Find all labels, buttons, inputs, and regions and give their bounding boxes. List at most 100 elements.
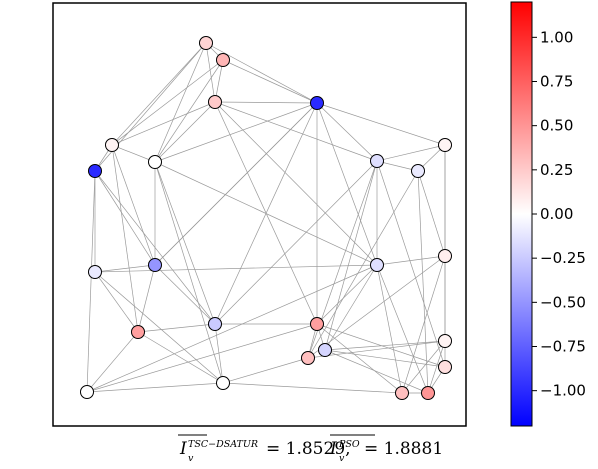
graph-node	[438, 138, 452, 152]
graph-edge	[94, 264, 156, 273]
colorbar-tick-label: 0.00	[540, 205, 573, 223]
graph-edge	[316, 102, 446, 146]
graph-edge	[316, 264, 378, 325]
graph-edge	[222, 357, 309, 384]
graph-edge	[222, 382, 403, 394]
colorbar-tick-label: −1.00	[540, 382, 586, 400]
graph-edge	[376, 144, 446, 162]
graph-edge	[94, 170, 216, 325]
graph-node	[438, 360, 452, 374]
graph-node	[395, 386, 409, 400]
colorbar	[510, 1, 533, 427]
colorbar-tick-label: 0.75	[540, 73, 573, 91]
graph-edge	[154, 102, 318, 266]
graph-edge	[376, 255, 446, 266]
graph-edge	[214, 323, 224, 384]
graph-node	[301, 351, 315, 365]
graph-node	[199, 36, 213, 50]
graph-edge	[222, 59, 318, 104]
graph-edge	[111, 59, 224, 146]
graph-edge	[205, 42, 216, 103]
graph-edge	[324, 349, 446, 368]
term1-sub: v	[188, 453, 194, 464]
graph-edge	[417, 170, 429, 394]
colorbar-tick-label: −0.75	[540, 338, 586, 356]
graph-node	[80, 385, 94, 399]
graph-node	[310, 317, 324, 331]
graph-edge	[111, 144, 139, 333]
graph-edge	[137, 331, 224, 384]
graph-edge	[94, 170, 156, 266]
graph-edge	[154, 264, 216, 325]
term1-sup: TSC−DSATUR	[188, 439, 258, 450]
colorbar-tick-label: −0.50	[540, 293, 586, 311]
graph-edge	[154, 101, 216, 163]
colorbar-tick-label: 0.50	[540, 117, 573, 135]
graph-edge	[307, 255, 446, 359]
graph-node	[421, 386, 435, 400]
term1-value: = 1.8529,	[266, 439, 351, 459]
graph-edge	[316, 102, 378, 266]
term2-sup: PSO	[338, 439, 360, 450]
graph-edge	[86, 382, 224, 393]
term2-sub: v	[339, 453, 345, 464]
graph-node	[208, 95, 222, 109]
graph-node	[208, 317, 222, 331]
graph-edge	[86, 331, 139, 393]
graph-edge	[111, 144, 156, 266]
graph-edge	[214, 160, 378, 325]
graph-node	[370, 154, 384, 168]
graph-edge	[214, 59, 224, 103]
graph-edge	[214, 101, 318, 104]
graph-edge	[154, 161, 224, 384]
graph-edge	[324, 340, 446, 351]
graph-edge	[86, 264, 378, 393]
graph-edge	[154, 161, 378, 266]
graph-node	[370, 258, 384, 272]
graph-edge	[427, 340, 446, 394]
graph-edge	[154, 42, 207, 163]
graph-node	[148, 155, 162, 169]
graph-node	[131, 325, 145, 339]
graph-edge	[324, 160, 378, 351]
graph-edge	[376, 264, 403, 394]
graph-node	[148, 258, 162, 272]
plot-frame	[52, 2, 467, 427]
graph-edge	[417, 170, 446, 257]
term1-base: I	[179, 439, 187, 459]
graph-edge	[154, 161, 216, 325]
graph-node	[318, 343, 332, 357]
graph-nodes	[80, 36, 452, 400]
graph-edge	[111, 42, 207, 146]
graph-edge	[316, 323, 403, 394]
graph-edge	[316, 102, 378, 162]
graph-node	[216, 376, 230, 390]
graph-edge	[137, 264, 156, 333]
graph-edge	[205, 42, 318, 104]
colorbar-ticks: 1.00 0.75 0.50 0.25 0.00 −0.25 −0.50 −0.75 −1.00	[532, 28, 586, 400]
graph-node	[411, 164, 425, 178]
graph-edge	[154, 102, 318, 163]
graph-node	[216, 53, 230, 67]
graph-edge	[324, 349, 429, 394]
graph-edge	[401, 255, 446, 394]
graph-node	[438, 249, 452, 263]
graph-edge	[401, 340, 446, 394]
graph-edge	[154, 59, 224, 163]
caption: I TSC−DSATUR v = 1.8529, I PSO v = 1.888…	[178, 434, 443, 464]
colorbar-tick-label: −0.25	[540, 249, 586, 267]
graph-edge	[376, 160, 419, 172]
graph-node	[105, 138, 119, 152]
graph-edge	[214, 101, 378, 162]
graph-edge	[111, 144, 156, 163]
term2-value: = 1.8881	[364, 439, 443, 459]
graph-edge	[94, 264, 378, 273]
graph-edge	[111, 101, 216, 146]
graph-node	[438, 334, 452, 348]
graph-node	[88, 164, 102, 178]
graph-node	[310, 96, 324, 110]
graph-edge	[86, 323, 318, 393]
graph-node	[88, 265, 102, 279]
graph-edge	[137, 323, 216, 333]
